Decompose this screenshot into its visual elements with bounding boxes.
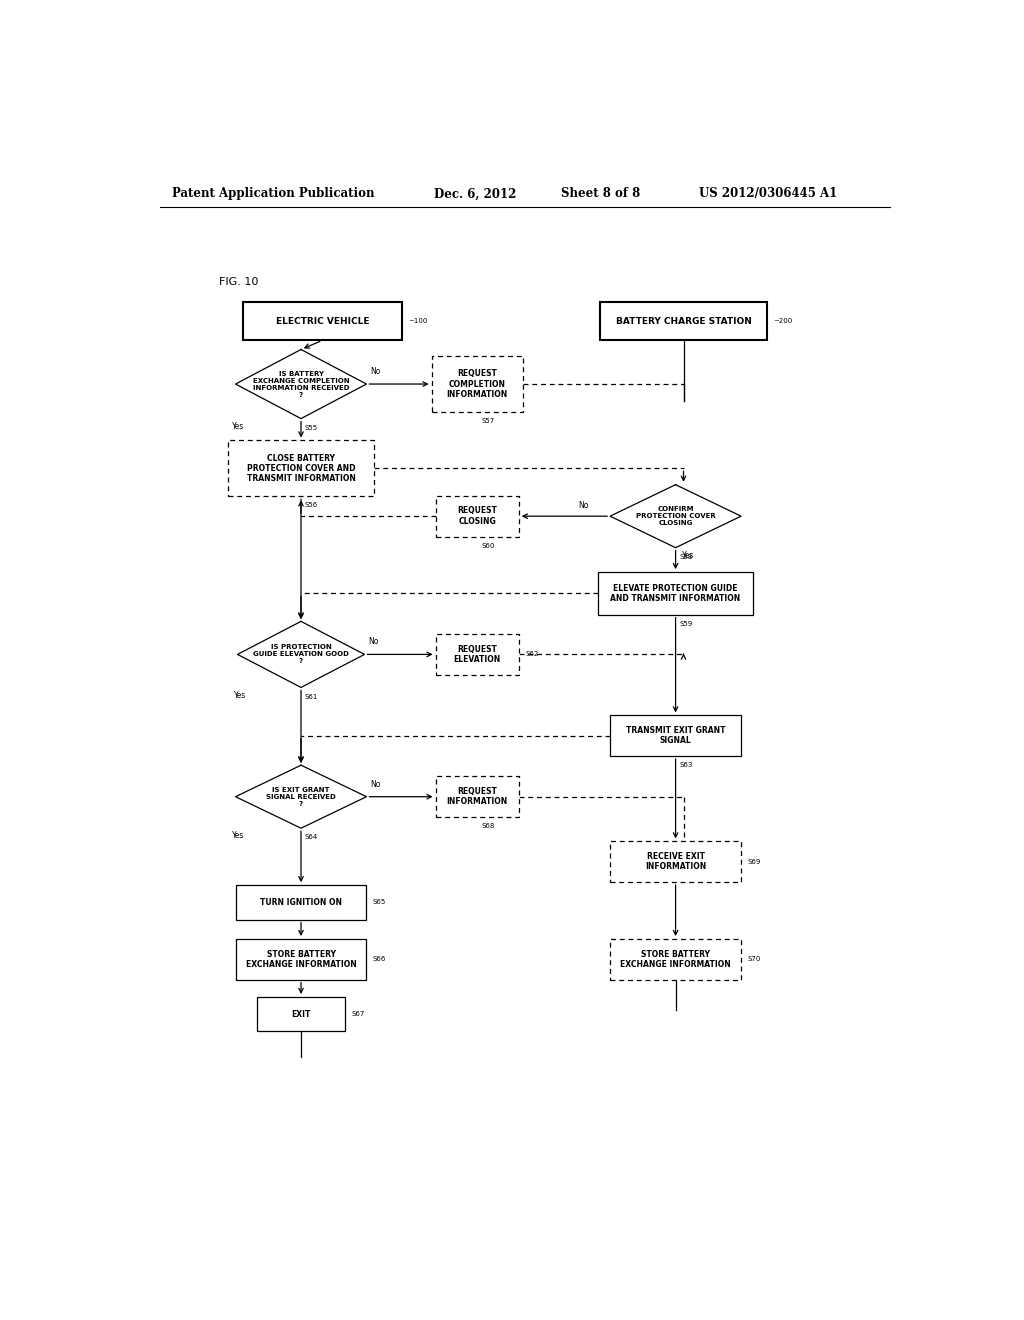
Text: No: No bbox=[371, 780, 381, 788]
Text: TRANSMIT EXIT GRANT
SIGNAL: TRANSMIT EXIT GRANT SIGNAL bbox=[626, 726, 725, 746]
Text: S62: S62 bbox=[525, 651, 539, 657]
Text: Yes: Yes bbox=[233, 690, 246, 700]
Text: FIG. 10: FIG. 10 bbox=[219, 277, 259, 288]
Bar bbox=[610, 715, 741, 756]
Text: BATTERY CHARGE STATION: BATTERY CHARGE STATION bbox=[615, 317, 752, 326]
Text: S65: S65 bbox=[373, 899, 386, 906]
Text: REQUEST
ELEVATION: REQUEST ELEVATION bbox=[454, 644, 501, 664]
Text: CLOSE BATTERY
PROTECTION COVER AND
TRANSMIT INFORMATION: CLOSE BATTERY PROTECTION COVER AND TRANS… bbox=[247, 454, 355, 483]
Polygon shape bbox=[238, 622, 365, 688]
Bar bbox=[598, 572, 753, 615]
Text: S56: S56 bbox=[305, 503, 318, 508]
Text: S68: S68 bbox=[481, 824, 495, 829]
Text: S67: S67 bbox=[351, 1011, 365, 1018]
Text: Patent Application Publication: Patent Application Publication bbox=[172, 187, 374, 201]
Text: US 2012/0306445 A1: US 2012/0306445 A1 bbox=[699, 187, 838, 201]
Text: S59: S59 bbox=[680, 620, 693, 627]
Bar bbox=[610, 841, 741, 882]
Text: S70: S70 bbox=[748, 956, 761, 962]
Text: S57: S57 bbox=[481, 418, 495, 424]
Text: REQUEST
INFORMATION: REQUEST INFORMATION bbox=[446, 787, 508, 807]
Bar bbox=[236, 939, 367, 979]
Text: S60: S60 bbox=[481, 543, 495, 549]
Bar bbox=[610, 939, 741, 979]
Text: CONFIRM
PROTECTION COVER
CLOSING: CONFIRM PROTECTION COVER CLOSING bbox=[636, 506, 716, 527]
Text: S69: S69 bbox=[748, 859, 761, 865]
Text: ~200: ~200 bbox=[773, 318, 793, 323]
Text: IS BATTERY
EXCHANGE COMPLETION
INFORMATION RECEIVED
?: IS BATTERY EXCHANGE COMPLETION INFORMATI… bbox=[253, 371, 349, 397]
Bar bbox=[431, 356, 523, 412]
Text: IS EXIT GRANT
SIGNAL RECEIVED
?: IS EXIT GRANT SIGNAL RECEIVED ? bbox=[266, 787, 336, 807]
Text: RECEIVE EXIT
INFORMATION: RECEIVE EXIT INFORMATION bbox=[645, 851, 707, 871]
Text: Yes: Yes bbox=[231, 422, 244, 430]
Text: Yes: Yes bbox=[231, 832, 244, 841]
Text: S64: S64 bbox=[305, 834, 318, 841]
Polygon shape bbox=[610, 484, 741, 548]
Polygon shape bbox=[236, 766, 367, 828]
Text: No: No bbox=[371, 367, 381, 376]
Bar bbox=[227, 441, 375, 496]
Text: S66: S66 bbox=[373, 956, 386, 962]
Bar bbox=[435, 496, 519, 536]
Text: REQUEST
COMPLETION
INFORMATION: REQUEST COMPLETION INFORMATION bbox=[446, 370, 508, 399]
Bar bbox=[600, 302, 767, 341]
Text: Sheet 8 of 8: Sheet 8 of 8 bbox=[560, 187, 640, 201]
Text: S61: S61 bbox=[305, 693, 318, 700]
Text: S58: S58 bbox=[680, 554, 693, 560]
Text: Dec. 6, 2012: Dec. 6, 2012 bbox=[433, 187, 516, 201]
Text: Yes: Yes bbox=[682, 550, 694, 560]
Text: S55: S55 bbox=[305, 425, 318, 430]
Bar bbox=[243, 302, 401, 341]
Bar bbox=[435, 776, 519, 817]
Text: IS PROTECTION
GUIDE ELEVATION GOOD
?: IS PROTECTION GUIDE ELEVATION GOOD ? bbox=[253, 644, 349, 664]
Text: No: No bbox=[369, 638, 379, 647]
Text: TURN IGNITION ON: TURN IGNITION ON bbox=[260, 898, 342, 907]
Text: STORE BATTERY
EXCHANGE INFORMATION: STORE BATTERY EXCHANGE INFORMATION bbox=[246, 949, 356, 969]
Bar bbox=[236, 886, 367, 920]
Text: ~100: ~100 bbox=[409, 318, 427, 323]
Text: STORE BATTERY
EXCHANGE INFORMATION: STORE BATTERY EXCHANGE INFORMATION bbox=[621, 949, 731, 969]
Text: EXIT: EXIT bbox=[291, 1010, 310, 1019]
Text: No: No bbox=[579, 502, 589, 510]
Bar bbox=[257, 997, 345, 1031]
Text: REQUEST
CLOSING: REQUEST CLOSING bbox=[458, 507, 497, 525]
Polygon shape bbox=[236, 350, 367, 418]
Text: ELEVATE PROTECTION GUIDE
AND TRANSMIT INFORMATION: ELEVATE PROTECTION GUIDE AND TRANSMIT IN… bbox=[610, 583, 740, 603]
Bar bbox=[435, 634, 519, 675]
Text: S63: S63 bbox=[680, 762, 693, 768]
Text: ELECTRIC VEHICLE: ELECTRIC VEHICLE bbox=[275, 317, 370, 326]
